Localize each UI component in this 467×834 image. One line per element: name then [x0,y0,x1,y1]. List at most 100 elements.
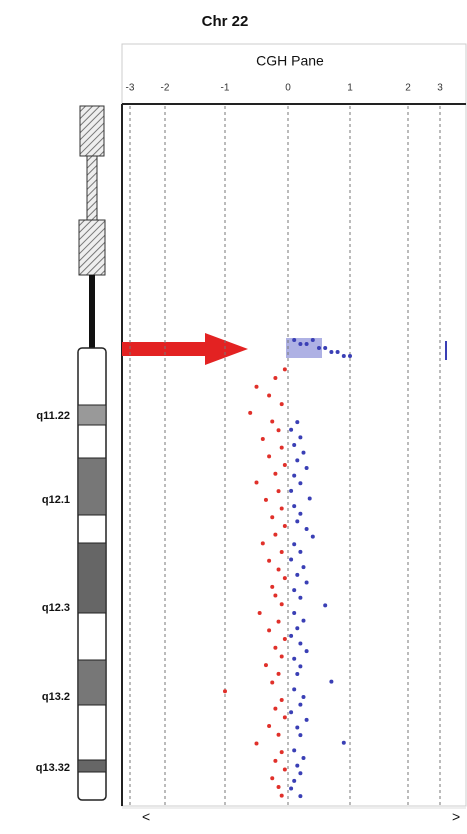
scroll-right[interactable]: > [452,809,460,825]
data-point [257,610,262,615]
x-tick-label: 2 [405,83,411,94]
data-point [304,717,309,722]
data-point [298,794,303,799]
data-point [270,776,275,781]
data-point [323,346,328,350]
data-point [307,496,312,501]
data-point [304,649,309,654]
data-point [263,497,268,502]
data-point [276,567,281,572]
data-point [292,656,297,661]
data-point [289,710,294,715]
data-point [298,435,303,440]
data-point [273,706,278,711]
data-point [260,436,265,441]
data-point [289,488,294,493]
data-point [223,689,227,694]
data-point [323,603,328,608]
data-point [273,376,278,381]
data-point [279,654,284,659]
data-point [279,697,284,702]
data-point [298,595,303,600]
data-point [304,465,309,470]
chart-title: Chr 22 [202,13,249,30]
data-point [254,384,259,389]
data-point [267,454,272,459]
data-point [295,519,300,524]
data-point [298,481,303,486]
data-point [304,342,309,346]
data-point [282,637,287,642]
data-point [282,367,287,372]
band [77,759,107,773]
data-point [301,694,306,699]
data-point [248,410,253,415]
data-point [329,350,334,354]
data-point [273,758,278,763]
data-point [301,450,306,455]
data-point [289,557,294,562]
data-point [276,489,281,494]
data-point [329,679,334,684]
data-point [273,471,278,476]
data-point [270,680,275,685]
data-point [267,393,272,398]
x-tick-label: -3 [126,83,135,94]
data-point [348,354,352,358]
data-point [341,740,346,745]
data-point [298,342,303,346]
data-point [273,593,278,598]
data-point [295,572,300,577]
centromere [89,275,95,348]
data-point [304,580,309,585]
band [77,457,107,516]
x-tick-label: 3 [437,83,443,94]
data-point [295,672,300,677]
data-point [282,463,287,468]
data-point [301,756,306,761]
data-point [279,550,284,555]
data-point [295,626,300,631]
data-point [279,793,284,798]
data-point [276,784,281,789]
band [77,659,107,706]
data-point [295,458,300,463]
data-point [298,511,303,516]
data-point [270,515,275,520]
data-point [292,504,297,509]
data-point [298,549,303,554]
data-point [292,748,297,753]
data-point [289,786,294,791]
x-tick-label: 0 [285,83,291,94]
data-point [295,725,300,730]
data-point [260,541,265,546]
data-point [292,610,297,615]
x-tick-label: 1 [347,83,353,94]
x-tick-label: -2 [161,83,170,94]
data-point [263,663,268,668]
data-point [267,558,272,563]
band-label: q12.3 [42,602,70,614]
data-point [279,602,284,607]
data-point [295,420,300,425]
data-point [304,527,309,532]
data-point [298,733,303,738]
data-point [279,750,284,755]
scroll-left[interactable]: < [142,809,150,825]
data-point [298,702,303,707]
data-point [295,763,300,768]
data-point [276,732,281,737]
data-point [292,338,297,342]
data-point [254,741,259,746]
data-point [282,576,287,581]
band-label: q13.32 [36,762,70,774]
p-arm [79,105,105,157]
data-point [289,633,294,638]
data-point [282,715,287,720]
data-point [276,671,281,676]
x-tick-label: -1 [221,83,230,94]
data-point [276,619,281,624]
data-point [335,350,340,354]
